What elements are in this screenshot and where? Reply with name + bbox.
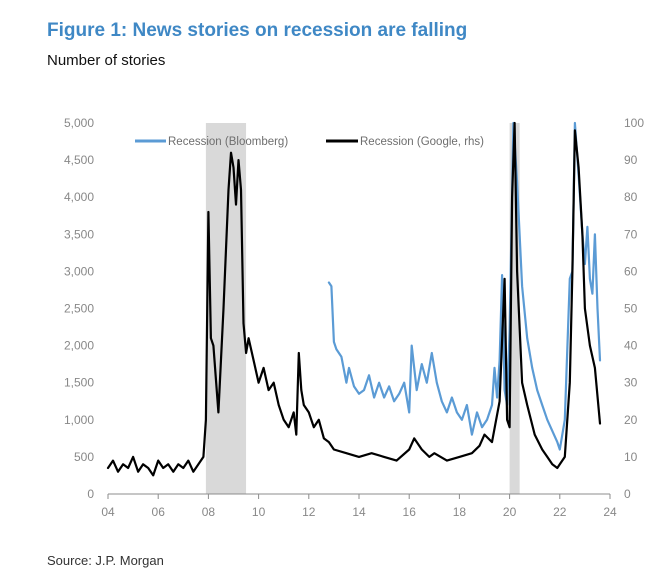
left-y-tick-label: 4,000 xyxy=(64,190,94,204)
x-tick-label: 10 xyxy=(252,505,266,519)
google-series-line xyxy=(106,121,602,477)
x-tick-label: 18 xyxy=(453,505,467,519)
right-y-tick-label: 20 xyxy=(624,413,638,427)
x-tick-label: 22 xyxy=(553,505,567,519)
x-tick-label: 14 xyxy=(352,505,366,519)
legend: Recession (Bloomberg) Recession (Google, … xyxy=(135,136,484,148)
right-y-tick-label: 80 xyxy=(624,190,638,204)
right-y-tick-label: 30 xyxy=(624,376,638,390)
x-tick-label: 08 xyxy=(202,505,216,519)
series-lines-group xyxy=(106,121,602,477)
legend-google-label: Recession (Google, rhs) xyxy=(360,136,484,148)
left-y-tick-label: 5,000 xyxy=(64,116,94,130)
left-y-tick-label: 500 xyxy=(74,450,94,464)
source-note: Source: J.P. Morgan xyxy=(47,553,164,568)
x-tick-label: 16 xyxy=(403,505,417,519)
left-y-tick-label: 2,500 xyxy=(64,302,94,316)
left-y-tick-label: 1,000 xyxy=(64,413,94,427)
bloomberg-series-line xyxy=(327,121,602,451)
chart-subtitle: Number of stories xyxy=(47,52,166,69)
x-tick-label: 12 xyxy=(302,505,316,519)
recession-shading-group xyxy=(205,123,520,494)
left-y-tick-label: 3,500 xyxy=(64,227,94,241)
right-y-tick-label: 90 xyxy=(624,153,638,167)
right-y-tick-label: 60 xyxy=(624,264,638,278)
left-y-tick-label: 4,500 xyxy=(64,153,94,167)
x-tick-label: 24 xyxy=(603,505,617,519)
chart-title: Figure 1: News stories on recession are … xyxy=(47,20,468,41)
recession-shading-1 xyxy=(509,123,520,494)
right-y-tick-label: 50 xyxy=(624,302,638,316)
right-y-tick-label: 10 xyxy=(624,450,638,464)
right-y-tick-label: 70 xyxy=(624,227,638,241)
left-y-tick-label: 2,000 xyxy=(64,339,94,353)
recession-shading-0 xyxy=(205,123,247,494)
right-y-tick-label: 100 xyxy=(624,116,644,130)
left-y-tick-label: 3,000 xyxy=(64,264,94,278)
x-tick-label: 20 xyxy=(503,505,517,519)
x-tick-label: 06 xyxy=(152,505,166,519)
left-y-tick-label: 0 xyxy=(87,487,94,501)
axes-group: 04 06 08 10 12 14 16 18 20 22 2405001,0001,5002,00… xyxy=(64,116,644,519)
right-y-tick-label: 0 xyxy=(624,487,631,501)
right-y-tick-label: 40 xyxy=(624,339,638,353)
x-tick-label: 04 xyxy=(101,505,115,519)
legend-bloomberg-label: Recession (Bloomberg) xyxy=(168,136,288,148)
left-y-tick-label: 1,500 xyxy=(64,376,94,390)
